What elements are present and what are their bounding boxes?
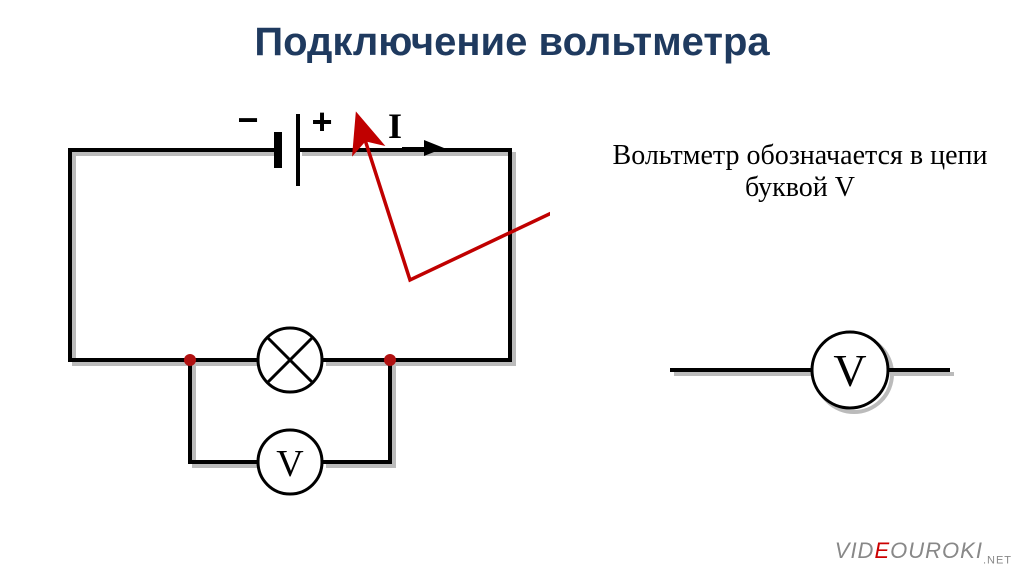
wire-shadow bbox=[74, 154, 514, 466]
watermark-prefix: VID bbox=[835, 538, 875, 563]
description-text: Вольтметр обозначается в цепи буквой V bbox=[600, 140, 1000, 204]
plus-label: + bbox=[311, 101, 332, 142]
lamp-symbol bbox=[258, 328, 322, 392]
minus-label: − bbox=[237, 99, 258, 140]
junction-left bbox=[184, 354, 196, 366]
current-label: I bbox=[388, 106, 402, 146]
watermark-suffix: OUROKI bbox=[890, 538, 983, 563]
voltmeter-circle: V bbox=[258, 430, 322, 494]
current-arrow: I bbox=[388, 106, 440, 148]
junction-right bbox=[384, 354, 396, 366]
wires bbox=[70, 150, 510, 462]
page-title: Подключение вольтметра bbox=[0, 20, 1024, 65]
watermark-net: .NET bbox=[983, 554, 1012, 566]
callout-arrow bbox=[358, 118, 550, 280]
battery-symbol bbox=[278, 114, 298, 186]
watermark: VIDEOUROKI.NET bbox=[835, 538, 1012, 566]
voltmeter-schematic-symbol: V bbox=[660, 320, 960, 420]
circuit-diagram: − + I V bbox=[30, 90, 550, 520]
watermark-red: E bbox=[874, 538, 890, 563]
voltmeter-label: V bbox=[276, 443, 304, 485]
voltmeter-symbol-label: V bbox=[833, 345, 866, 396]
